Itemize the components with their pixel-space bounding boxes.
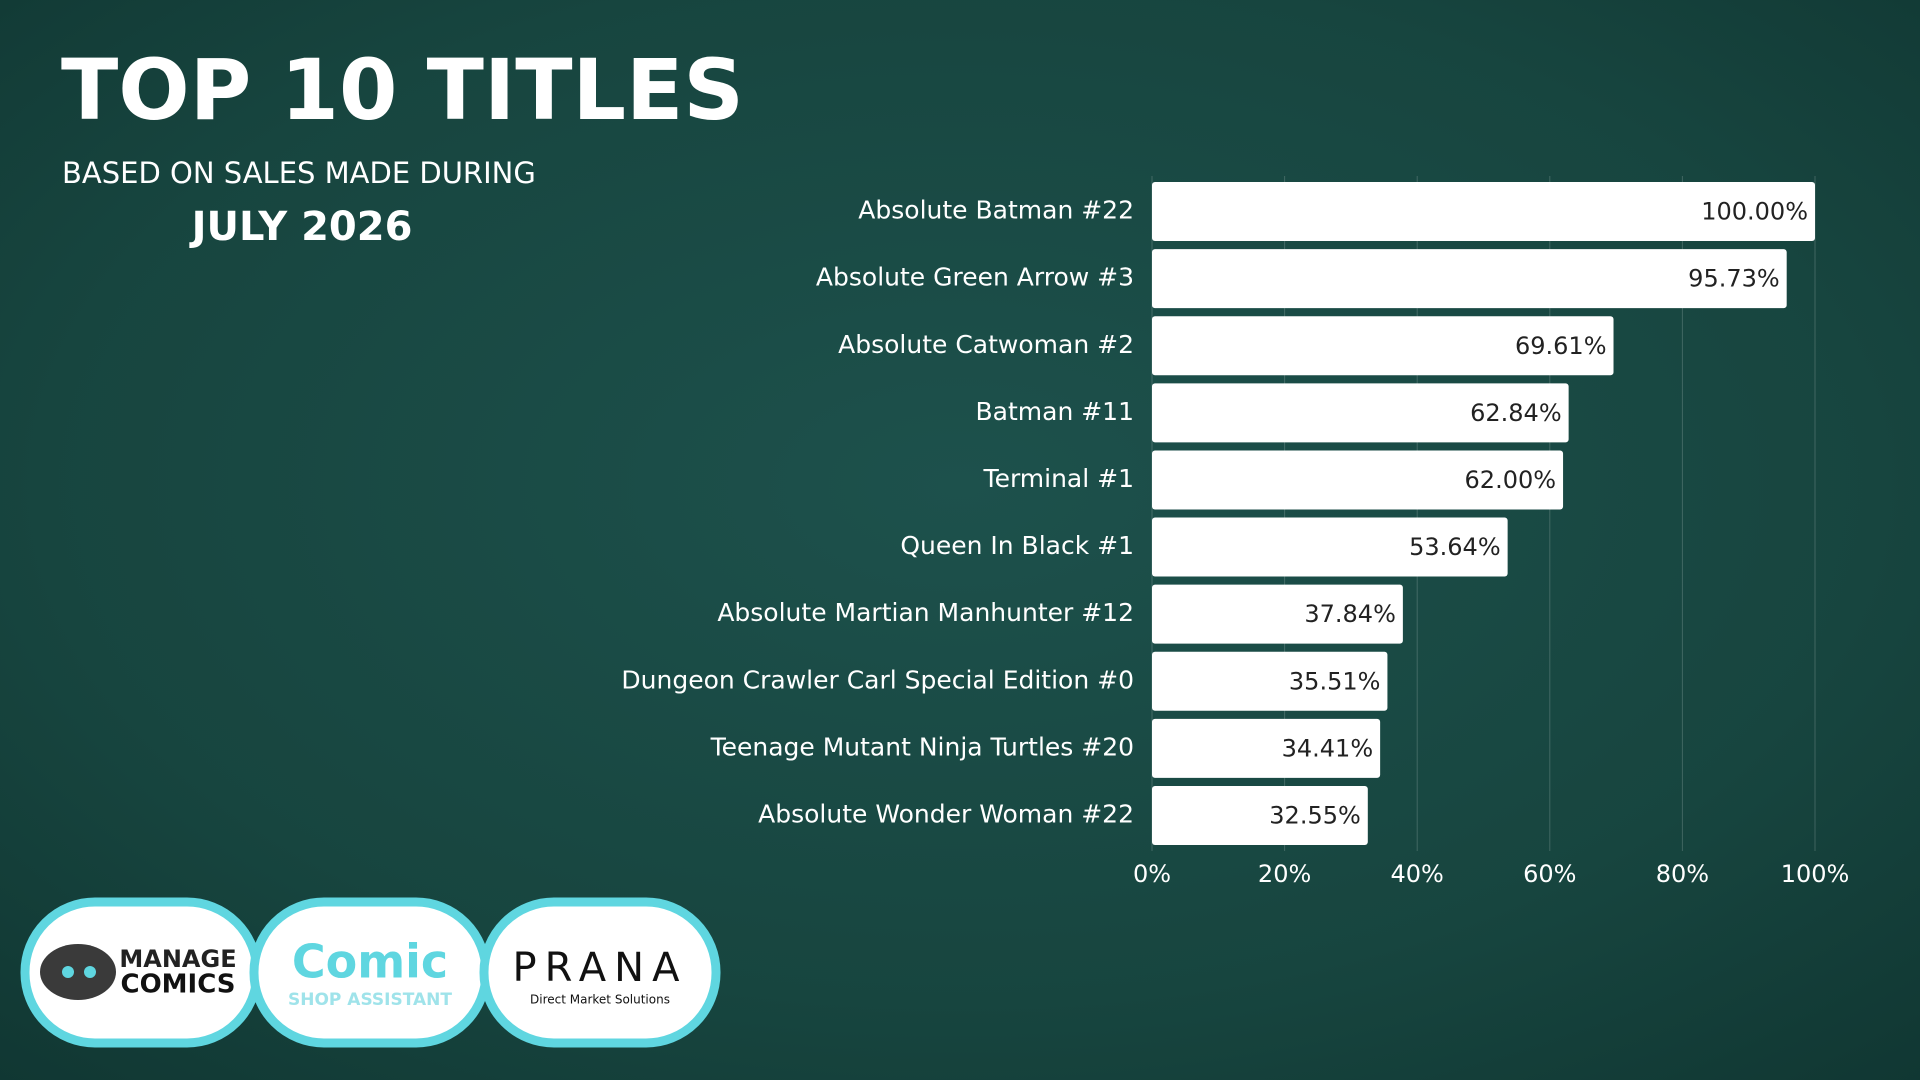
- value-label: 100.00%: [1701, 198, 1808, 226]
- logo-text: SHOP ASSISTANT: [288, 990, 452, 1010]
- y-tick-label: Teenage Mutant Ninja Turtles #20: [710, 732, 1134, 761]
- value-label: 53.64%: [1409, 533, 1501, 561]
- value-label: 69.61%: [1515, 332, 1607, 360]
- x-tick-label: 40%: [1391, 860, 1444, 888]
- x-tick-label: 80%: [1656, 860, 1709, 888]
- logo-text: PRANA: [513, 945, 688, 991]
- y-tick-label: Queen In Black #1: [900, 531, 1134, 560]
- value-label: 62.00%: [1465, 466, 1557, 494]
- logo-badge: [479, 897, 721, 1048]
- value-label: 35.51%: [1289, 667, 1381, 695]
- y-tick-label: Batman #11: [976, 397, 1135, 426]
- period: JULY 2026: [189, 204, 413, 250]
- logo-text: COMICS: [120, 970, 235, 1000]
- bar: [1152, 383, 1569, 443]
- logo-text: MANAGE: [119, 945, 236, 973]
- y-tick-label: Absolute Wonder Woman #22: [758, 799, 1134, 828]
- bar: [1152, 651, 1388, 711]
- bar: [1152, 450, 1564, 510]
- bar: [1152, 517, 1508, 577]
- bar: [1152, 316, 1614, 376]
- value-label: 95.73%: [1688, 265, 1780, 293]
- bar: [1152, 785, 1368, 845]
- x-tick-label: 20%: [1258, 860, 1311, 888]
- x-tick-label: 0%: [1133, 860, 1171, 888]
- bar: [1152, 182, 1815, 242]
- y-tick-label: Terminal #1: [983, 464, 1134, 493]
- chart-title: TOP 10 TITLES: [61, 41, 744, 139]
- value-label: 37.84%: [1304, 600, 1396, 628]
- bar: [1152, 249, 1787, 309]
- logo-icon: [40, 944, 116, 1000]
- logos: MANAGE COMICS Comic SHOP ASSISTANT PRANA…: [20, 897, 721, 1048]
- logo-icon: [84, 966, 96, 978]
- y-tick-label: Absolute Batman #22: [858, 196, 1134, 225]
- y-tick-label: Absolute Catwoman #2: [838, 330, 1134, 359]
- value-label: 62.84%: [1470, 399, 1562, 427]
- y-tick-label: Absolute Martian Manhunter #12: [717, 598, 1134, 627]
- value-label: 34.41%: [1282, 734, 1374, 762]
- y-tick-label: Dungeon Crawler Carl Special Edition #0: [621, 665, 1134, 694]
- value-label: 32.55%: [1269, 801, 1361, 829]
- x-tick-label: 100%: [1781, 860, 1850, 888]
- subtitle: BASED ON SALES MADE DURING: [62, 156, 536, 190]
- logo-text: Direct Market Solutions: [530, 993, 670, 1007]
- x-tick-label: 60%: [1523, 860, 1576, 888]
- bar: [1152, 584, 1403, 644]
- bar: [1152, 718, 1381, 778]
- logo-icon: [62, 966, 74, 978]
- logo-text: Comic: [292, 935, 448, 989]
- y-tick-label: Absolute Green Arrow #3: [816, 263, 1134, 292]
